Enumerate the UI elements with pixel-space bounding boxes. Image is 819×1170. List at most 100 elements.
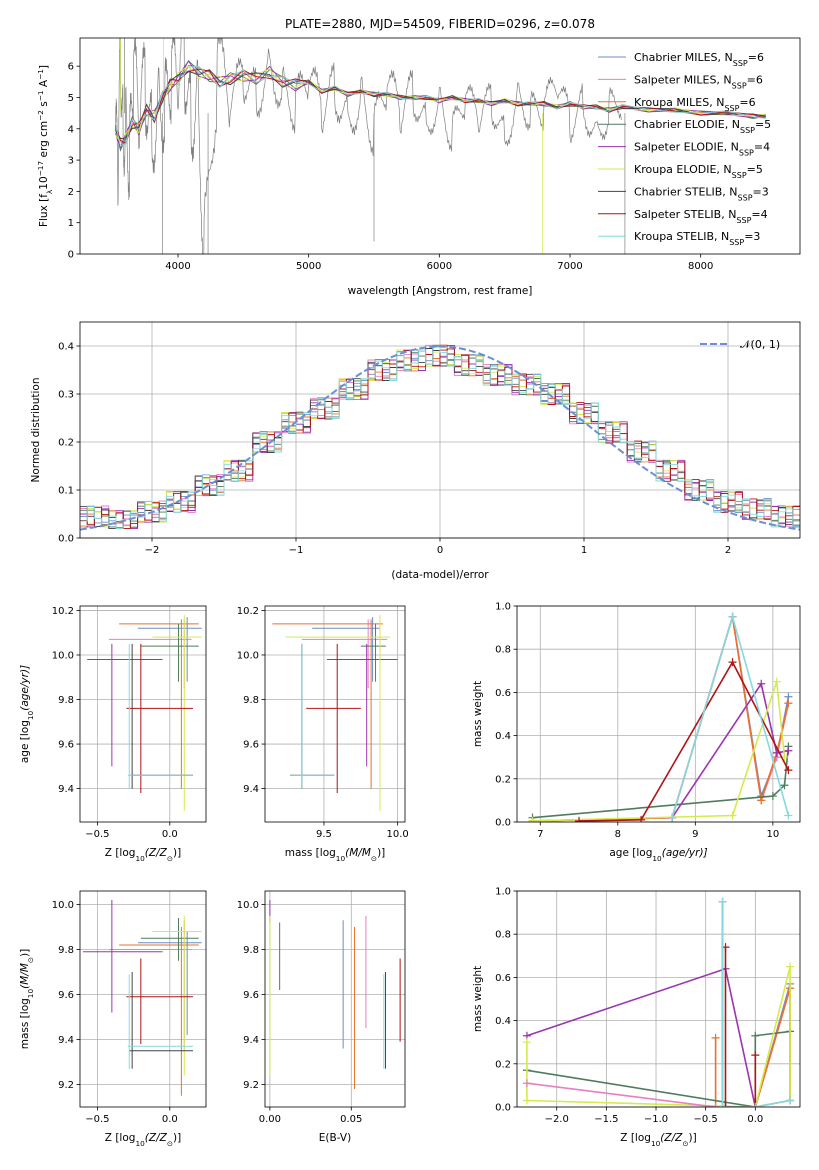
weight-line [532,616,790,822]
residual-x-label: (data-model)/error [391,569,489,581]
y-tick-label: 0.8 [495,930,511,941]
legend-sub: SSP [724,103,739,112]
weight-marker [522,1079,531,1088]
label-part: (age/yr)] [19,665,31,711]
weight_vs_Z-x-label: Z [log10(Z/Z⊙)] [620,1132,696,1148]
legend-tail: =4 [751,208,767,221]
y-tick-label: 0.3 [58,390,74,401]
legend-label: Kroupa STELIB, NSSP=3 [634,230,760,247]
weight-marker [728,811,737,820]
weight-line [671,613,790,818]
axes-frame [264,605,406,823]
weight-marker [784,811,793,820]
weight-marker [784,699,793,708]
legend-tail: =3 [744,230,760,243]
weight-line [532,616,790,822]
y-tick-label: 1.0 [495,887,511,898]
y-tick-label: 0.6 [495,973,511,984]
label-part: )] [173,1132,181,1144]
mass_vs_Z-axes: −0.5 0.0 9.2 9.4 9.6 9.8 10.0 [52,890,207,1125]
y-tick-label: 9.4 [243,1035,259,1046]
y-tick-label: 10.2 [52,606,74,617]
weight-marker [786,1096,795,1105]
spectrum-plot-area [114,38,767,254]
label-part: )] [19,949,31,957]
weight-marker [751,1103,760,1107]
y-tick-label: 5 [68,93,74,104]
weight-marker [784,766,793,775]
y-tick-label: 4 [68,124,74,135]
label-part: mass [log [19,998,31,1049]
legend-tail: =6 [748,51,764,64]
y-tick-label: 10.0 [52,900,74,911]
label-part: −1 [36,90,45,101]
weight_vs_age-y-label: mass weight [472,681,484,747]
x-tick-label: 10 [766,829,779,840]
y-tick-label: 9.8 [58,945,74,956]
x-tick-label: 0.05 [340,1114,362,1125]
legend-label: Salpeter ELODIE, NSSP=4 [634,141,770,158]
weight_vs_Z-y-label: mass weight [472,966,484,1032]
legend-sub: SSP [732,81,747,90]
model-chabrier-elodie [114,59,767,152]
spectrum-x-label: wavelength [Angstrom, rest frame] [348,285,533,297]
weight_vs_age-plot-area [528,612,793,822]
label-part: (M/M [19,963,31,989]
legend-tail: =6 [739,96,755,109]
weight-marker [728,612,737,621]
axes-frame [79,605,207,823]
weight-line [532,681,786,822]
weight-line [526,1030,791,1107]
weight-marker [772,677,781,686]
label-part: ] [38,65,50,69]
model-salpeter-stelib [114,68,767,144]
x-tick-label: 8000 [688,261,713,272]
legend-main: Salpeter STELIB, N [634,208,736,221]
age_vs_Z-plot-area [87,614,202,811]
legend-label: Chabrier ELODIE, NSSP=5 [634,118,771,135]
legend-tail: =5 [747,163,763,176]
y-tick-label: 1.0 [495,602,511,613]
y-tick-label: 6 [68,62,74,73]
y-tick-label: 10.0 [237,650,259,661]
weight-line [526,1082,716,1107]
y-tick-label: 10.0 [52,650,74,661]
label-part: Flux [f [38,194,50,227]
weight-marker [528,816,537,822]
label-part: (Z/Z [660,1132,683,1144]
weight-marker [637,815,646,822]
weight-marker [575,816,584,822]
weight_vs_age-x-label: age [log10(age/yr)] [609,847,707,863]
y-tick-label: 9.4 [243,784,259,795]
weight-marker [757,679,766,688]
y-tick-label: 10.2 [237,606,259,617]
y-tick-label: 0.6 [495,688,511,699]
x-tick-label: −2.0 [545,1114,569,1125]
x-tick-label: 7 [537,829,543,840]
weight-marker [784,746,793,755]
label-part: ⊙ [26,957,35,963]
y-tick-label: 2 [68,187,74,198]
x-tick-label: 7000 [557,261,582,272]
figure-title: PLATE=2880, MJD=54509, FIBERID=0296, z=0… [285,17,595,31]
model-chabrier-stelib [114,69,767,139]
y-tick-label: 0.0 [495,818,511,829]
axes-frame [516,890,801,1108]
x-tick-label: 0.00 [259,1114,281,1125]
weight-marker [711,1103,720,1107]
legend-tail: =6 [747,73,763,86]
axes-frame [264,890,406,1108]
residual-y-label: Normed distribution [30,378,42,483]
label-part: −17 [36,161,45,177]
mass_vs_EBV-x-label: E(B-V) [319,1132,351,1144]
label-part: −2 [36,110,45,121]
weight-marker [711,1033,720,1042]
axes-frame [79,890,207,1108]
y-tick-label: 9.8 [243,945,259,956]
weight-marker [718,897,727,906]
label-part: erg cm [38,121,50,161]
label-part: s [38,101,50,110]
legend-main: Chabrier STELIB, N [634,185,738,198]
